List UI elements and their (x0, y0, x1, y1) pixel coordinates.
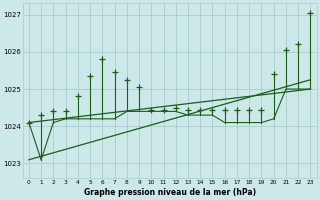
X-axis label: Graphe pression niveau de la mer (hPa): Graphe pression niveau de la mer (hPa) (84, 188, 256, 197)
